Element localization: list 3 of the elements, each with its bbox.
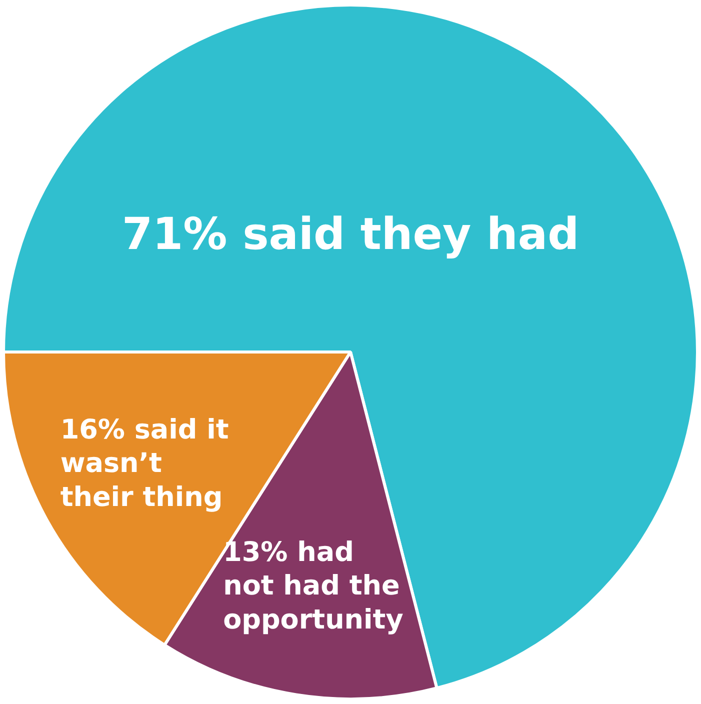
slice-label: 16% said it wasn’t their thing (60, 414, 229, 513)
slice-label: 13% had not had the opportunity (223, 536, 404, 636)
slice-label: 71% said they had (122, 208, 580, 260)
